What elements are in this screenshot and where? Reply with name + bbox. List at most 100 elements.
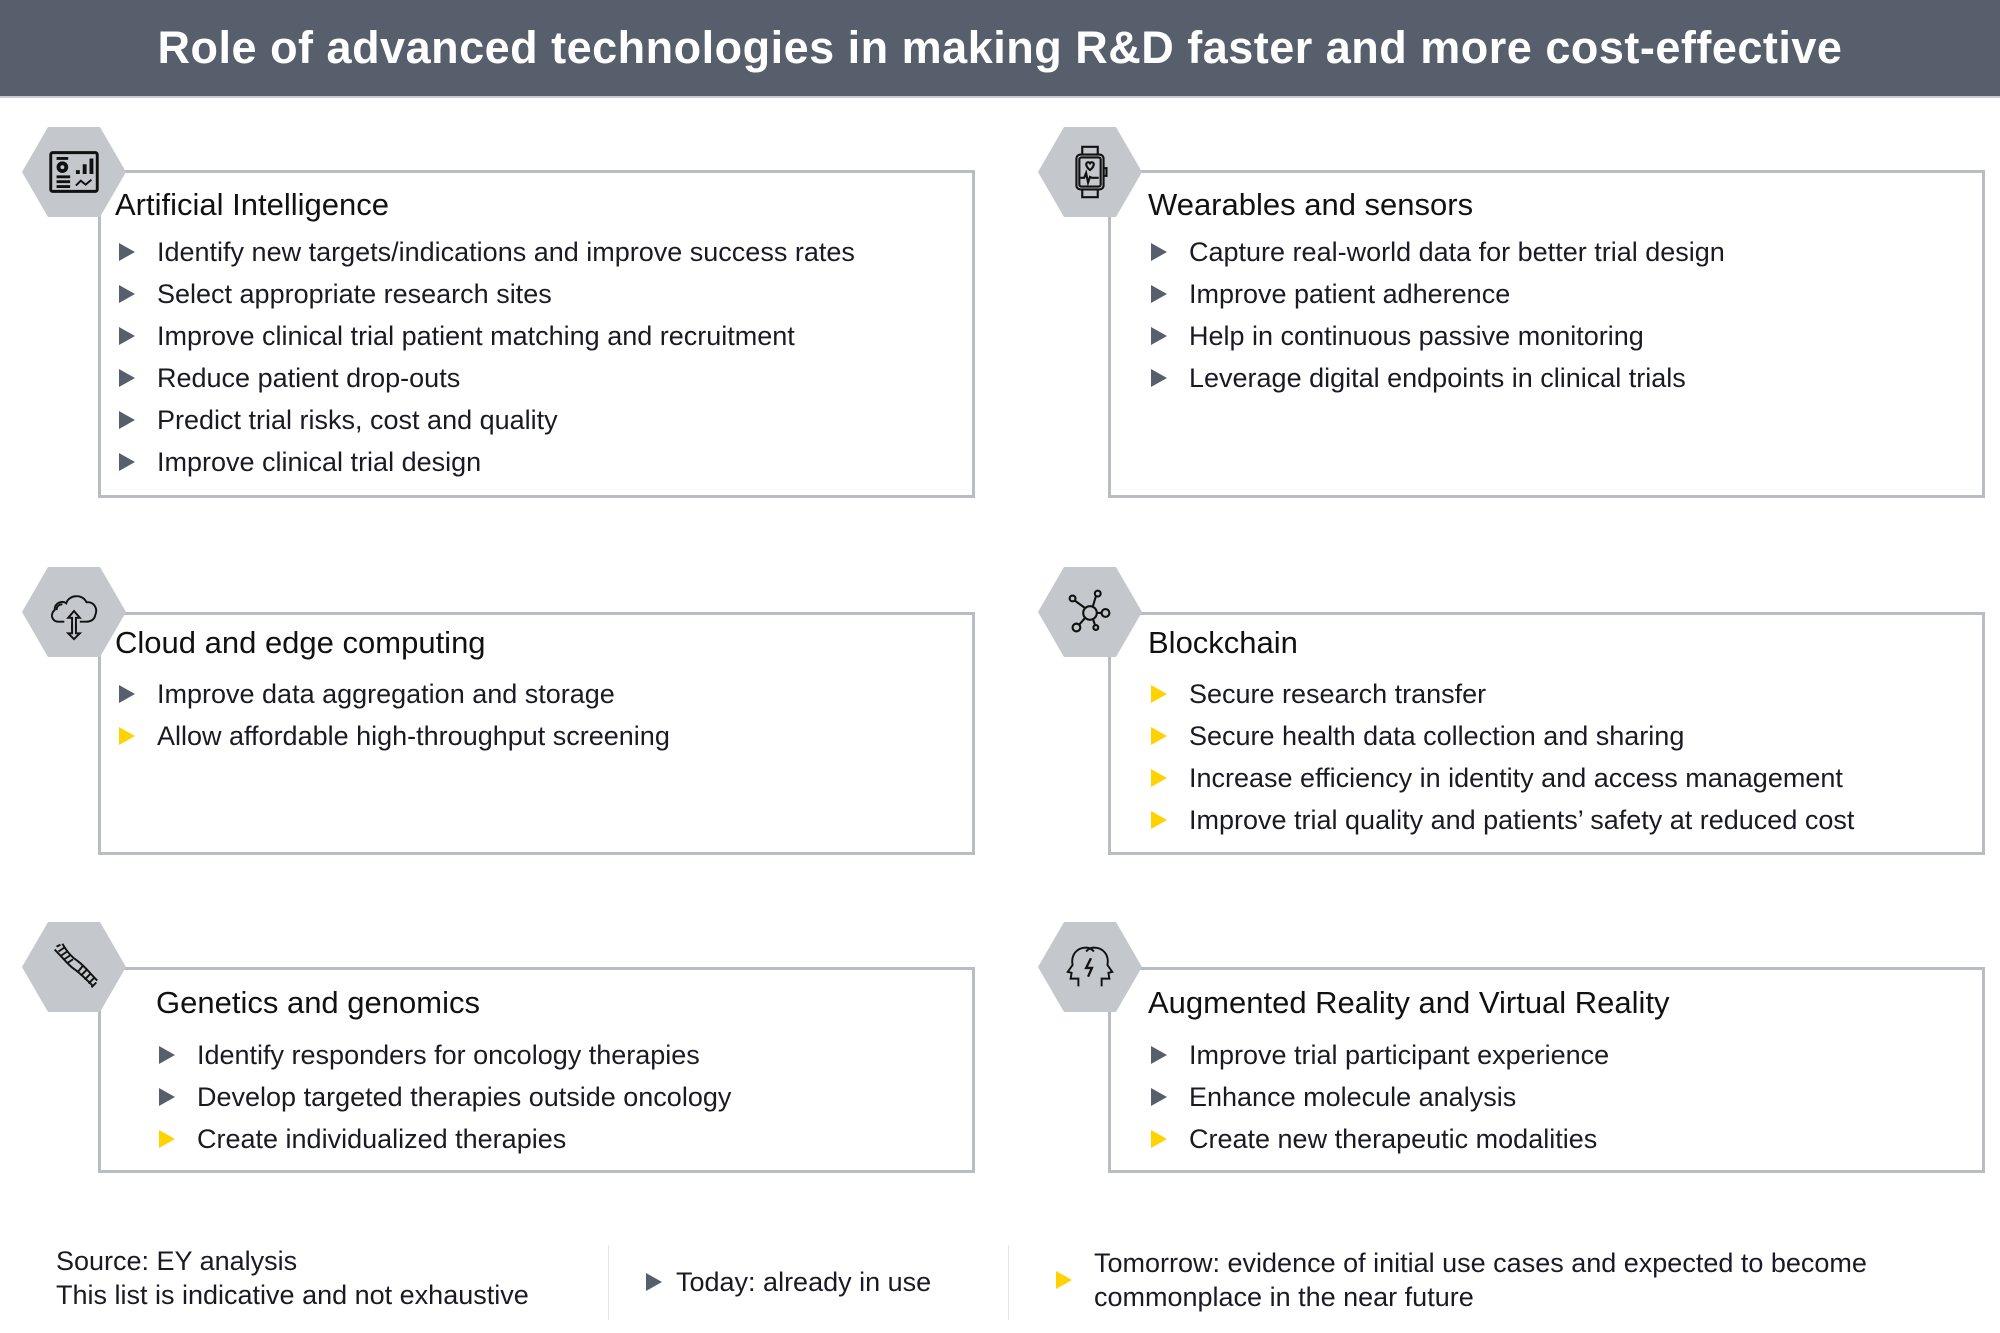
list-item-text: Improve clinical trial design — [157, 447, 482, 477]
list-item: Allow affordable high-throughput screeni… — [119, 715, 670, 757]
source-text: Source: EY analysis — [56, 1246, 298, 1276]
heads-idea-icon — [1066, 946, 1114, 987]
list-item: Select appropriate research sites — [119, 273, 855, 315]
list-item-text: Allow affordable high-throughput screeni… — [157, 721, 670, 751]
legend-tomorrow-line: Tomorrow: evidence of initial use cases … — [1094, 1248, 1867, 1278]
list-item-text: Identify new targets/indications and imp… — [157, 237, 855, 267]
list-item: Identify responders for oncology therapi… — [159, 1034, 731, 1076]
card-list: Capture real-world data for better trial… — [1151, 231, 1725, 399]
card-list: Identify responders for oncology therapi… — [159, 1034, 731, 1160]
today-bullet-icon — [1151, 369, 1167, 387]
list-item: Develop targeted therapies outside oncol… — [159, 1076, 731, 1118]
today-bullet-icon — [119, 369, 135, 387]
list-item-text: Leverage digital endpoints in clinical t… — [1189, 363, 1686, 393]
list-item-text: Reduce patient drop-outs — [157, 363, 461, 393]
list-item-text: Improve clinical trial patient matching … — [157, 321, 795, 351]
list-item: Create new therapeutic modalities — [1151, 1118, 1609, 1160]
legend-tomorrow: Tomorrow: evidence of initial use cases … — [1056, 1246, 1867, 1314]
list-item: Improve data aggregation and storage — [119, 673, 670, 715]
cloud-transfer-icon — [50, 595, 98, 641]
list-item: Improve clinical trial patient matching … — [119, 315, 855, 357]
today-bullet-icon — [119, 285, 135, 303]
tomorrow-bullet-icon — [159, 1130, 175, 1148]
header-banner: Role of advanced technologies in making … — [0, 0, 2000, 98]
card-genetics-and-genomics: Genetics and genomics Identify responder… — [98, 967, 975, 1173]
hex-badge — [1038, 127, 1142, 217]
disclaimer-text: This list is indicative and not exhausti… — [56, 1280, 529, 1310]
list-item: Improve patient adherence — [1151, 273, 1725, 315]
list-item: Create individualized therapies — [159, 1118, 731, 1160]
list-item: Reduce patient drop-outs — [119, 357, 855, 399]
card-augmented-and-virtual-reality: Augmented Reality and Virtual Reality Im… — [1108, 967, 1985, 1173]
card-title: Cloud and edge computing — [115, 625, 486, 660]
list-item: Secure health data collection and sharin… — [1151, 715, 1854, 757]
card-list: Identify new targets/indications and imp… — [119, 231, 855, 483]
today-bullet-icon — [1151, 1046, 1167, 1064]
list-item: Secure research transfer — [1151, 673, 1854, 715]
list-item-text: Develop targeted therapies outside oncol… — [197, 1082, 732, 1112]
list-item: Leverage digital endpoints in clinical t… — [1151, 357, 1725, 399]
card-title: Augmented Reality and Virtual Reality — [1148, 985, 1670, 1020]
today-bullet-icon — [159, 1046, 175, 1064]
list-item: Enhance molecule analysis — [1151, 1076, 1609, 1118]
today-bullet-icon — [1151, 327, 1167, 345]
card-wearables-and-sensors: Wearables and sensors Capture real-world… — [1108, 170, 1985, 498]
today-bullet-icon — [119, 685, 135, 703]
card-list: Improve trial participant experience Enh… — [1151, 1034, 1609, 1160]
list-item-text: Capture real-world data for better trial… — [1189, 237, 1725, 267]
hex-badge — [1038, 567, 1142, 657]
list-item: Increase efficiency in identity and acce… — [1151, 757, 1854, 799]
tomorrow-bullet-icon — [1151, 727, 1167, 745]
today-bullet-icon — [1151, 1088, 1167, 1106]
today-bullet-icon — [119, 453, 135, 471]
legend-tomorrow-line: commonplace in the near future — [1094, 1282, 1474, 1312]
list-item-text: Improve trial participant experience — [1189, 1040, 1610, 1070]
tomorrow-bullet-icon — [1151, 769, 1167, 787]
list-item-text: Improve trial quality and patients’ safe… — [1189, 805, 1855, 835]
card-title: Wearables and sensors — [1148, 187, 1474, 222]
dashboard-analytics-icon — [49, 151, 99, 193]
network-nodes-icon — [1068, 589, 1111, 633]
list-item-text: Identify responders for oncology therapi… — [197, 1040, 700, 1070]
list-item: Improve trial quality and patients’ safe… — [1151, 799, 1854, 841]
tomorrow-bullet-icon — [1151, 811, 1167, 829]
legend-tomorrow-text: Tomorrow: evidence of initial use cases … — [1094, 1246, 1867, 1314]
list-item: Improve clinical trial design — [119, 441, 855, 483]
list-item-text: Secure research transfer — [1189, 679, 1487, 709]
today-bullet-icon — [1151, 285, 1167, 303]
list-item-text: Help in continuous passive monitoring — [1189, 321, 1644, 351]
card-title: Artificial Intelligence — [115, 187, 389, 222]
footer-divider — [608, 1245, 609, 1320]
card-artificial-intelligence: Artificial Intelligence Identify new tar… — [98, 170, 975, 498]
legend-today: Today: already in use — [646, 1265, 931, 1299]
list-item-text: Enhance molecule analysis — [1189, 1082, 1517, 1112]
legend-today-text: Today: already in use — [676, 1267, 932, 1297]
tomorrow-bullet-icon — [1151, 685, 1167, 703]
list-item-text: Increase efficiency in identity and acce… — [1189, 763, 1843, 793]
list-item: Predict trial risks, cost and quality — [119, 399, 855, 441]
list-item: Capture real-world data for better trial… — [1151, 231, 1725, 273]
card-list: Improve data aggregation and storage All… — [119, 673, 670, 757]
today-bullet-icon — [119, 327, 135, 345]
list-item-text: Select appropriate research sites — [157, 279, 552, 309]
list-item-text: Improve patient adherence — [1189, 279, 1511, 309]
list-item: Improve trial participant experience — [1151, 1034, 1609, 1076]
smartwatch-heart-icon — [1075, 145, 1108, 199]
today-bullet-icon — [119, 243, 135, 261]
today-bullet-icon — [159, 1088, 175, 1106]
list-item-text: Create new therapeutic modalities — [1189, 1124, 1598, 1154]
list-item-text: Predict trial risks, cost and quality — [157, 405, 558, 435]
today-bullet-icon — [646, 1273, 662, 1291]
list-item: Help in continuous passive monitoring — [1151, 315, 1725, 357]
list-item: Identify new targets/indications and imp… — [119, 231, 855, 273]
card-title: Blockchain — [1148, 625, 1298, 660]
card-blockchain: Blockchain Secure research transfer Secu… — [1108, 612, 1985, 855]
list-item-text: Create individualized therapies — [197, 1124, 567, 1154]
today-bullet-icon — [1151, 243, 1167, 261]
card-cloud-and-edge-computing: Cloud and edge computing Improve data ag… — [98, 612, 975, 855]
list-item-text: Improve data aggregation and storage — [157, 679, 615, 709]
tomorrow-bullet-icon — [119, 727, 135, 745]
tomorrow-bullet-icon — [1056, 1271, 1072, 1289]
page-title: Role of advanced technologies in making … — [157, 22, 1843, 73]
card-title: Genetics and genomics — [156, 985, 480, 1020]
